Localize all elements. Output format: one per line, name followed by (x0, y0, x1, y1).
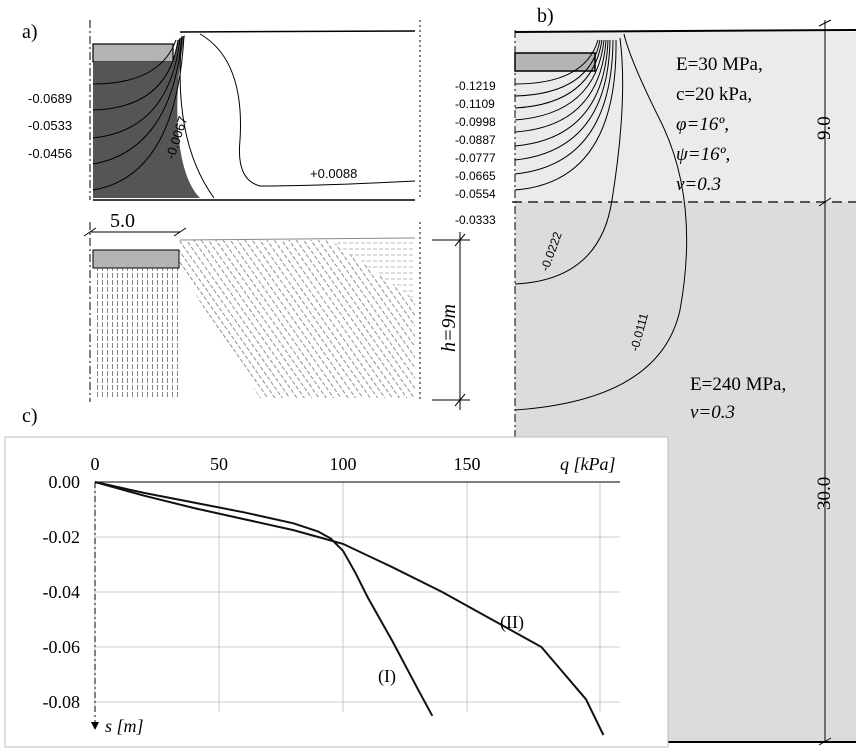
layer2-properties: E=240 MPa, ν=0.3 (690, 374, 786, 423)
dimension-a-height (432, 232, 470, 410)
series-line (94, 481, 434, 717)
series-label: (II) (500, 612, 524, 633)
x-tick-label: 50 (210, 454, 228, 474)
layer1-prop: c=20 kPa, (676, 84, 752, 105)
layer2-prop: ν=0.3 (690, 402, 735, 423)
x-tick-label: 150 (454, 454, 481, 474)
dimension-height-label: h=9m (438, 304, 460, 352)
panel-b-label: b) (537, 5, 554, 27)
layer1-prop: ψ=16º, (676, 144, 730, 165)
contour-label-b: -0.1109 (455, 97, 495, 111)
y-tick-label: 0.00 (49, 472, 81, 492)
footing-a (92, 43, 174, 63)
layer1-prop: φ=16º, (676, 114, 729, 135)
panel-a: a) -0.0689 -0.0533 -0.0456 -0.0067 +0.00… (22, 20, 470, 410)
dimension-a-width (83, 227, 187, 237)
dimension-width-label: 5.0 (110, 210, 135, 232)
contour-label-a: -0.0456 (28, 146, 72, 161)
contour-label-b: -0.0777 (455, 151, 496, 165)
y-axis-arrow (91, 722, 99, 730)
contour-label-b: -0.0333 (455, 213, 496, 227)
ground-surface (514, 29, 856, 33)
x-axis-label: q [kPa] (560, 454, 616, 474)
x-tick-label: 100 (330, 454, 357, 474)
displacement-field-horizontal (185, 238, 415, 300)
layer1-prop: ν=0.3 (676, 174, 721, 195)
y-tick-label: -0.04 (43, 582, 81, 602)
contour-label-b: -0.1219 (455, 79, 496, 93)
panel-c-label: c) (22, 405, 38, 427)
x-tick-label: 0 (91, 454, 100, 474)
series-line (94, 481, 605, 736)
layer1-prop: E=30 MPa, (676, 54, 763, 75)
y-tick-label: -0.06 (43, 637, 81, 657)
footing-b (514, 52, 596, 72)
displacement-field-vertical (93, 268, 179, 398)
chart-panel-c: 0 50 100 150 0.00 -0.02 -0.04 -0.06 -0.08 q [kPa]… (43, 454, 620, 736)
panel-a-label: a) (22, 21, 38, 43)
displacement-field-diagonal (179, 240, 415, 398)
y-axis-label: s [m] (105, 716, 144, 736)
contour-label-a: +0.0088 (310, 166, 357, 181)
contour-label-b: -0.0998 (455, 115, 496, 129)
contour-label-a: -0.0533 (28, 118, 72, 133)
y-tick-label: -0.08 (43, 692, 81, 712)
series-label: (I) (378, 666, 396, 687)
contour-label-b: -0.0665 (455, 169, 496, 183)
layer2-prop: E=240 MPa, (690, 374, 786, 395)
footing-a2 (92, 249, 180, 269)
contours-a (92, 33, 416, 199)
contour-label-b: -0.0887 (455, 133, 496, 147)
contours-b (514, 33, 688, 411)
dimension-b (818, 19, 832, 746)
contour-label-a: -0.0689 (28, 91, 72, 106)
y-tick-label: -0.02 (43, 527, 81, 547)
layer2-thickness: 30.0 (814, 477, 835, 510)
contour-label-b: -0.0554 (455, 187, 496, 201)
layer1-properties: E=30 MPa, c=20 kPa, φ=16º, ψ=16º, ν=0.3 (676, 54, 763, 195)
top-boundary-a (179, 30, 416, 33)
layer1-thickness: 9.0 (814, 116, 835, 140)
contour-labels-a: -0.0689 -0.0533 -0.0456 -0.0067 +0.0088 (28, 91, 357, 181)
